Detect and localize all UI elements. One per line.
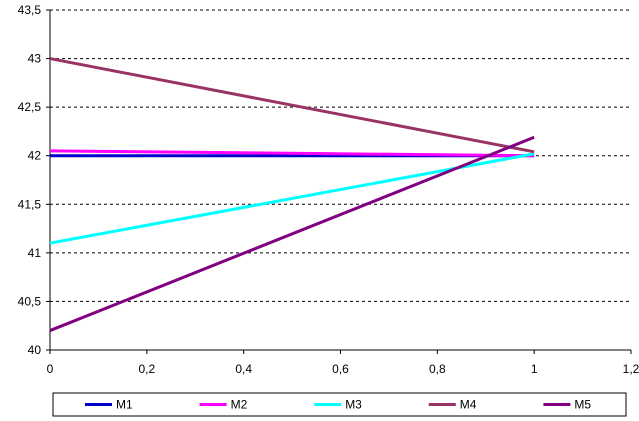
series-line-m2 <box>49 149 535 158</box>
x-tick-label: 0,4 <box>235 362 252 376</box>
legend: M1 M2 M3 M4 M5 <box>52 392 627 417</box>
legend-label: M2 <box>231 398 248 412</box>
y-tick-label: 40 <box>28 343 42 357</box>
x-axis-ticks: 0 0,2 0,4 0,6 0,8 1 1,2 <box>47 350 639 376</box>
legend-label: M1 <box>116 398 133 412</box>
y-tick-label: 42,5 <box>18 100 42 114</box>
x-tick-label: 1,2 <box>623 362 639 376</box>
series-line-m5 <box>49 135 535 332</box>
x-tick-label: 0 <box>47 362 54 376</box>
x-tick-label: 0,8 <box>429 362 446 376</box>
x-tick-label: 0,6 <box>332 362 349 376</box>
y-tick-label: 42 <box>28 149 42 163</box>
y-axis-ticks: 40 40,5 41 41,5 42 42,5 43 43,5 <box>18 3 50 357</box>
y-tick-label: 41 <box>28 246 42 260</box>
y-tick-label: 43,5 <box>18 3 42 17</box>
legend-label: M5 <box>574 398 591 412</box>
y-tick-label: 41,5 <box>18 197 42 211</box>
series-line-m4 <box>49 57 535 154</box>
y-tick-label: 40,5 <box>18 294 42 308</box>
legend-label: M3 <box>345 398 362 412</box>
x-tick-label: 1 <box>531 362 538 376</box>
x-tick-label: 0,2 <box>138 362 155 376</box>
y-tick-label: 43 <box>28 52 42 66</box>
legend-label: M4 <box>460 398 477 412</box>
series-lines <box>49 57 535 332</box>
